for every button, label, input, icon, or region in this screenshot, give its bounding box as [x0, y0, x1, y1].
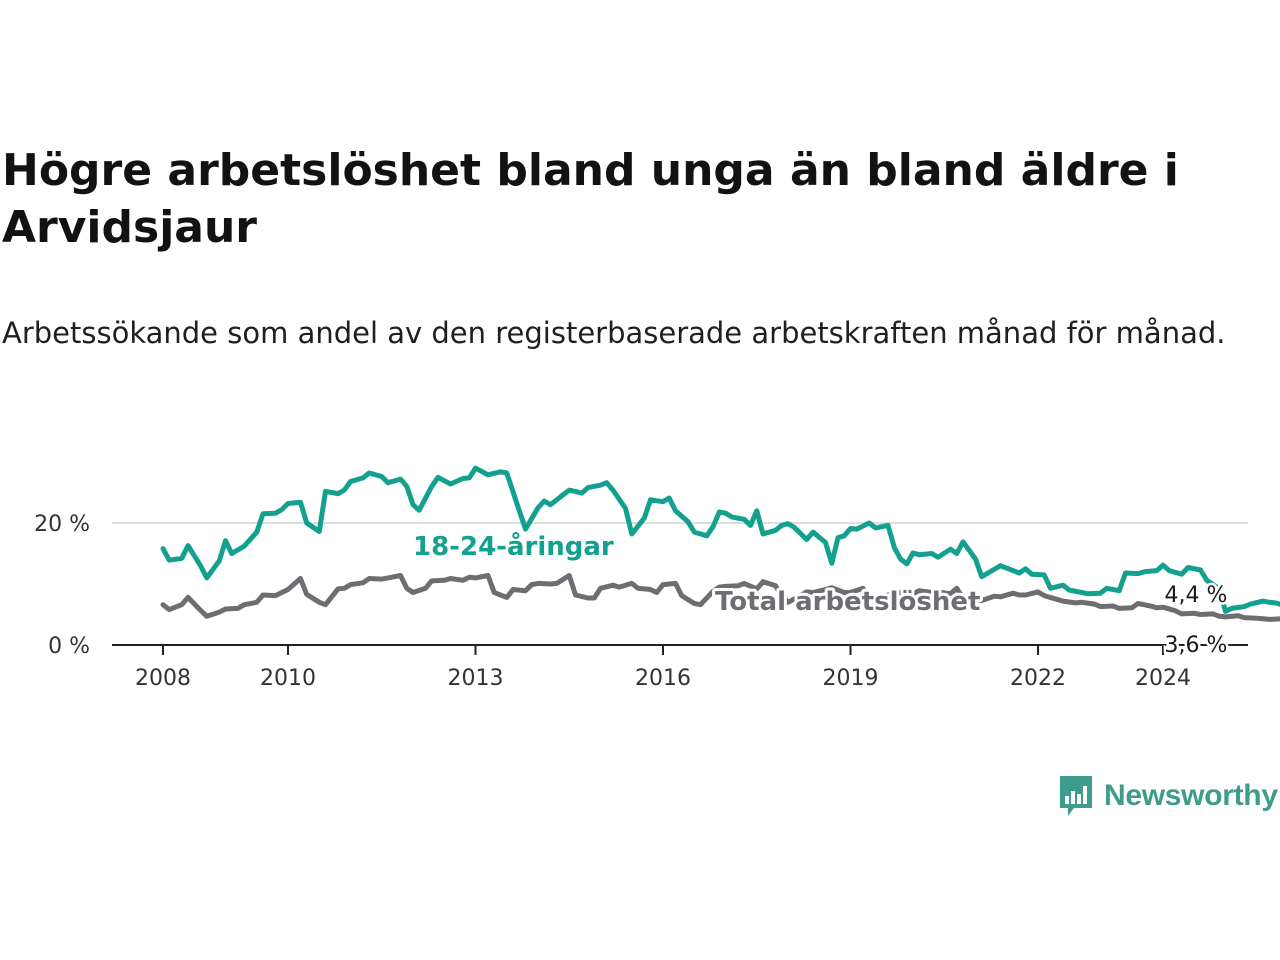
brand-name: Newsworthy	[1104, 779, 1278, 812]
line-chart: 0 % 20 % 2008 2010 2013 2016 2019 2022 2024 18-…	[34, 465, 1280, 691]
series-label-total: Total arbetslöshet	[715, 587, 980, 617]
chart-title: Högre arbetslöshet bland unga än bland ä…	[2, 145, 1179, 253]
series-label-youth: 18-24-åringar	[413, 530, 614, 562]
y-tick-label: 0 %	[48, 634, 90, 659]
series-line-youth	[160, 465, 1280, 614]
y-axis-ticks: 0 % 20 %	[34, 512, 90, 659]
series-labels: 18-24-åringar Total arbetslöshet 4,4 % 3,6 …	[410, 527, 1230, 661]
x-tick-label: 2022	[1010, 666, 1066, 691]
end-label-total: 3,6 %	[1165, 633, 1228, 658]
x-tick-label: 2019	[823, 666, 879, 691]
x-tick-label: 2013	[448, 666, 504, 691]
x-tick-label: 2016	[635, 666, 691, 691]
end-label-youth: 4,4 %	[1165, 583, 1228, 608]
y-tick-label: 20 %	[34, 512, 90, 537]
x-axis-ticks: 2008 2010 2013 2016 2019 2022 2024	[135, 645, 1191, 691]
series-lines	[160, 465, 1280, 622]
x-tick-label: 2008	[135, 666, 191, 691]
gridlines	[112, 522, 1248, 646]
series-line-total	[160, 573, 1280, 622]
newsworthy-logo-icon	[1060, 776, 1092, 816]
x-tick-label: 2024	[1135, 666, 1191, 691]
newsworthy-brand: Newsworthy	[1058, 773, 1278, 819]
chart-subtitle: Arbetssökande som andel av den registerb…	[2, 316, 1226, 350]
x-tick-label: 2010	[260, 666, 316, 691]
